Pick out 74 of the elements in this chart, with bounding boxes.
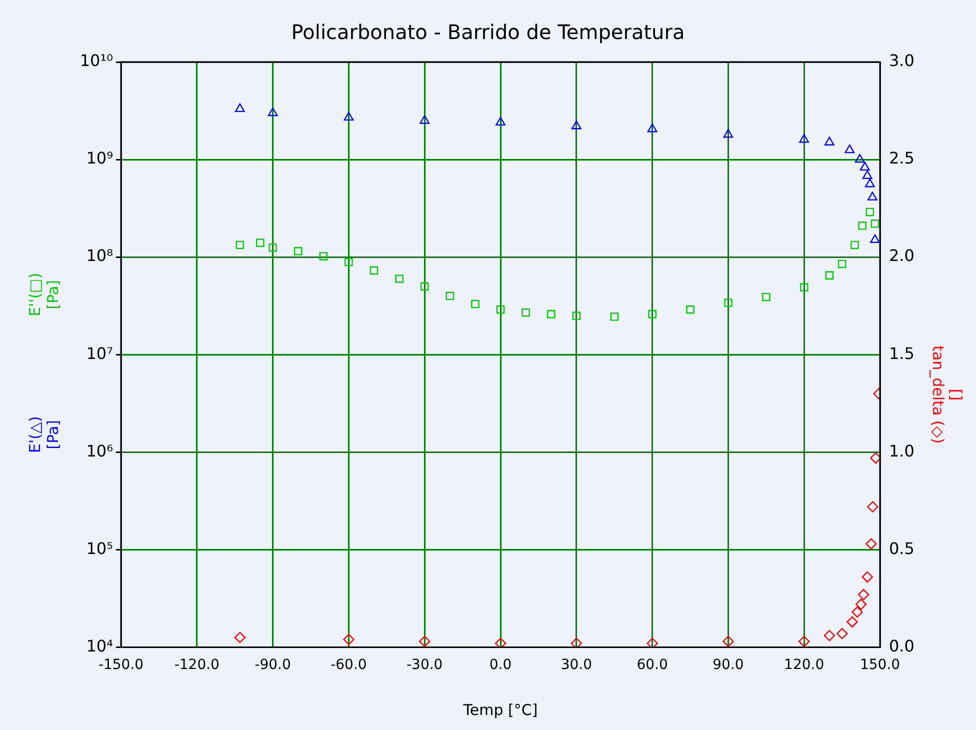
point [344,112,354,121]
chart-title: Policarbonato - Barrido de Temperatura [291,20,685,44]
point [420,115,430,124]
point [686,305,694,314]
point [825,271,834,280]
point [496,305,505,314]
point [546,310,556,318]
y-tick-label: 10⁹ [86,148,113,168]
point [824,136,834,146]
x-tick-label: -60.0 [330,657,367,674]
point [724,298,732,307]
point [571,120,582,130]
x-tick-label: -30.0 [406,657,443,674]
point [867,192,878,200]
point [854,154,865,163]
point [344,258,353,266]
point [446,292,454,300]
x-tick-label: 90.0 [712,657,744,674]
text: tan_delta (◇) [] [929,346,966,444]
y-tick-label: 10⁷ [86,344,113,363]
x-tick-label: 30.0 [560,657,592,674]
point [370,266,378,275]
point [864,178,875,188]
point [866,208,874,216]
y-tick-label: 10⁵ [86,538,113,558]
x-tick-label: 150.0 [860,657,900,674]
point [294,247,302,256]
y-tick-label: 10¹⁰ [80,51,113,70]
text: E'(△) [Pa] [26,416,62,454]
point [572,312,581,320]
y2-tick-label: 1.5 [889,344,914,363]
y2-tick-label: 3.0 [889,51,914,70]
point [256,238,264,247]
point [723,129,734,138]
y2-tick-label: 0.5 [889,538,914,558]
y-tick-label: 10⁸ [86,246,113,266]
point [850,240,859,250]
x-tick-label: -120.0 [174,657,220,674]
y-tick-label: 10⁴ [86,636,113,656]
point [522,308,530,317]
point [236,240,244,250]
point [800,283,808,292]
point [799,134,810,143]
x-axis-title: Temp [°C] [462,700,538,719]
point [858,222,866,230]
x-tick-label: 0.0 [489,657,512,674]
y-tick-label: 10⁶ [86,441,113,460]
x-tick-label: -150.0 [98,657,144,674]
point [234,103,245,112]
point [471,300,480,308]
x-tick-label: 60.0 [636,657,668,674]
point [496,116,506,126]
point [862,170,872,179]
x-tick-label: -90.0 [254,657,291,674]
point [647,124,658,132]
point [319,252,328,260]
point [870,220,880,228]
point [268,243,277,252]
point [420,282,429,291]
y2-tick-label: 2.0 [889,246,914,266]
x-tick-label: 120.0 [784,657,824,674]
text: E''(□) [Pa] [26,272,62,316]
y2-tick-label: 0.0 [889,636,914,656]
point [844,144,855,154]
point [870,234,880,243]
point [610,312,618,321]
point [762,292,770,302]
point [268,107,278,116]
y2-tick-label: 1.0 [889,441,914,460]
point [860,162,870,171]
point [838,260,846,268]
point [648,310,656,318]
point [395,274,404,283]
y2-tick-label: 2.5 [889,148,914,168]
